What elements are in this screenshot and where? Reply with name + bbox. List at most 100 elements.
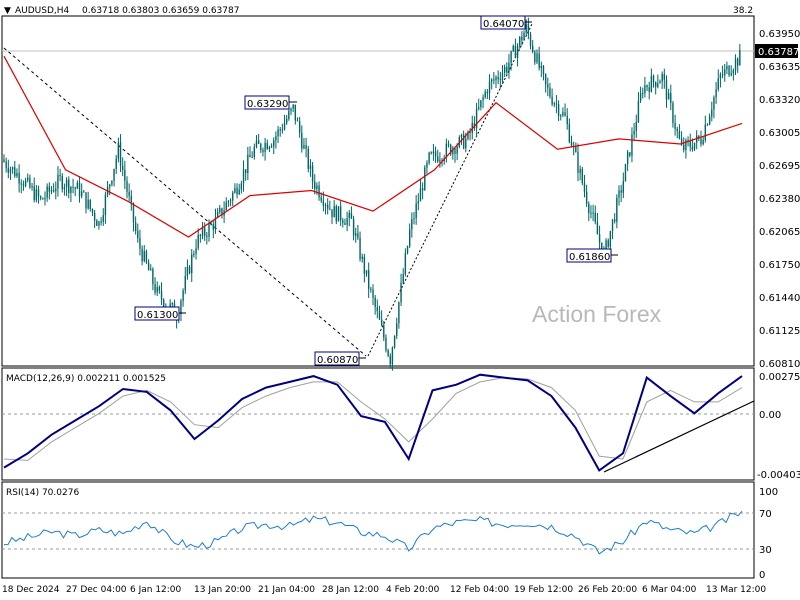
candle-body bbox=[303, 145, 305, 149]
candle-body bbox=[109, 184, 111, 187]
candle-body bbox=[273, 140, 275, 147]
candle-body bbox=[236, 187, 238, 195]
candle-body bbox=[631, 134, 633, 156]
candle-body bbox=[100, 221, 102, 223]
candle-body bbox=[689, 141, 691, 147]
candle-body bbox=[318, 185, 320, 198]
candle-body bbox=[704, 124, 707, 140]
candle-body bbox=[91, 208, 94, 213]
candle-body bbox=[367, 270, 370, 289]
candle-body bbox=[654, 82, 657, 87]
candle-body bbox=[413, 218, 415, 220]
candle-body bbox=[134, 222, 137, 231]
candle-body bbox=[333, 206, 335, 218]
x-tick: 13 Mar 12:00 bbox=[706, 585, 766, 595]
candle-body bbox=[46, 186, 48, 198]
candle-body bbox=[234, 187, 236, 193]
candle-body bbox=[380, 319, 383, 326]
candle-body bbox=[428, 152, 430, 163]
candle-body bbox=[266, 142, 268, 150]
candle-body bbox=[298, 121, 301, 133]
zoom-level: 38.2 bbox=[733, 6, 753, 16]
symbol-label: AUDUSD,H4 bbox=[15, 6, 70, 16]
candle-body bbox=[193, 253, 195, 255]
candle-body bbox=[566, 115, 568, 125]
candle-body bbox=[726, 65, 728, 70]
candle-body bbox=[102, 215, 104, 222]
candle-body bbox=[195, 247, 197, 254]
rsi-layer bbox=[4, 510, 743, 555]
candle-body bbox=[659, 81, 661, 84]
candle-body bbox=[232, 192, 234, 201]
candle-body bbox=[80, 191, 83, 197]
x-tick: 18 Dec 2024 bbox=[2, 585, 60, 595]
candle-body bbox=[482, 97, 484, 101]
rsi-y-tick: 30 bbox=[759, 545, 772, 556]
annotation-61300: 0.61300 bbox=[134, 306, 186, 321]
candle-body bbox=[562, 112, 564, 116]
candle-body bbox=[186, 266, 189, 276]
candle-body bbox=[251, 156, 253, 158]
candle-body bbox=[290, 108, 292, 111]
candle-body bbox=[717, 78, 719, 90]
candle-body bbox=[29, 177, 31, 188]
candle-body bbox=[462, 134, 465, 149]
candle-body bbox=[117, 142, 120, 159]
candle-body bbox=[439, 159, 441, 162]
candle-body bbox=[160, 290, 163, 300]
candle-body bbox=[465, 138, 467, 149]
candle-body bbox=[352, 218, 355, 236]
candle-body bbox=[398, 302, 400, 324]
candle-body bbox=[162, 299, 165, 308]
candle-body bbox=[609, 230, 612, 247]
candle-body bbox=[519, 36, 521, 46]
candle-body bbox=[702, 139, 704, 145]
macd-layer bbox=[3, 373, 743, 472]
candle-body bbox=[734, 58, 737, 71]
candle-body bbox=[514, 45, 517, 58]
candle-body bbox=[391, 347, 394, 365]
candle-body bbox=[59, 174, 61, 177]
y-tick: 0.62695 bbox=[759, 161, 800, 172]
candle-body bbox=[279, 129, 281, 131]
candle-body bbox=[484, 91, 486, 98]
candle-body bbox=[171, 303, 174, 305]
candle-body bbox=[475, 108, 478, 129]
candle-body bbox=[121, 165, 124, 170]
candle-body bbox=[16, 172, 18, 177]
candle-body bbox=[441, 159, 443, 161]
candle-body bbox=[283, 122, 286, 130]
candle-body bbox=[346, 218, 348, 225]
candle-body bbox=[87, 199, 89, 209]
candle-body bbox=[260, 143, 262, 150]
candle-body bbox=[635, 122, 637, 132]
candle-body bbox=[499, 79, 502, 81]
annotation-label: 0.61860 bbox=[569, 252, 610, 263]
candle-body bbox=[592, 212, 594, 214]
candle-body bbox=[670, 93, 672, 104]
candle-body bbox=[590, 212, 592, 214]
candle-body bbox=[139, 237, 141, 249]
candle-body bbox=[154, 284, 156, 293]
candle-body bbox=[158, 287, 161, 291]
candle-body bbox=[72, 186, 74, 188]
candle-body bbox=[633, 131, 635, 135]
candle-body bbox=[311, 165, 314, 182]
candle-body bbox=[96, 220, 98, 226]
watermark: Action Forex bbox=[532, 301, 662, 327]
candle-body bbox=[337, 206, 340, 222]
price-layer bbox=[3, 17, 743, 371]
candle-body bbox=[9, 169, 12, 173]
candle-body bbox=[74, 187, 76, 189]
candle-body bbox=[445, 143, 448, 158]
candle-body bbox=[493, 79, 495, 81]
rsi-title: RSI(14) 70.0276 bbox=[6, 488, 79, 498]
candle-body bbox=[132, 203, 135, 223]
candle-body bbox=[570, 142, 573, 147]
candle-body bbox=[357, 233, 359, 238]
candle-body bbox=[542, 66, 545, 74]
candle-body bbox=[113, 168, 115, 181]
candle-body bbox=[42, 198, 44, 200]
candle-body bbox=[238, 189, 240, 195]
